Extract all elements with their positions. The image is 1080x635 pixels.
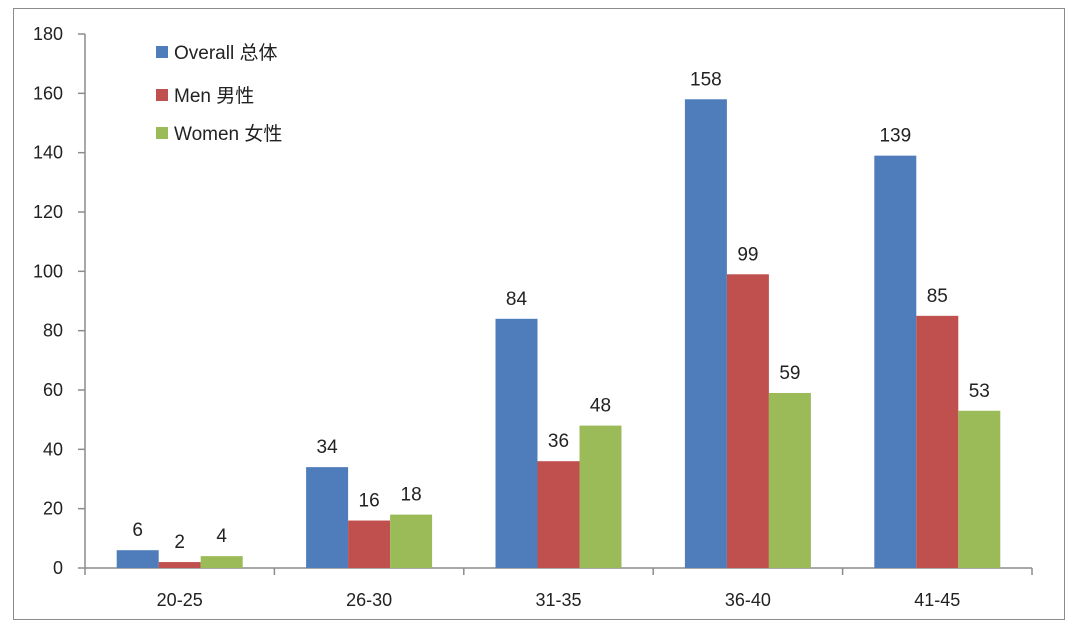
data-label: 36 xyxy=(548,431,569,452)
y-tick-label: 160 xyxy=(33,83,63,103)
bars xyxy=(116,99,1001,569)
data-label: 6 xyxy=(132,520,143,541)
data-label: 59 xyxy=(779,363,800,384)
bar-men xyxy=(537,461,580,568)
x-category-label: 36-40 xyxy=(725,590,771,610)
data-label: 2 xyxy=(174,532,185,553)
data-label: 99 xyxy=(737,244,758,265)
bar-women xyxy=(958,410,1001,568)
bar-men xyxy=(916,315,959,568)
bar-overall xyxy=(306,467,349,568)
legend-label: Overall 总体 xyxy=(174,42,277,64)
bar-women xyxy=(390,514,433,568)
y-tick-label: 100 xyxy=(33,261,63,281)
y-axis: 0 20 40 60 80 100 120 140 160 180 xyxy=(33,24,86,578)
data-label: 84 xyxy=(506,289,528,310)
y-tick-label: 20 xyxy=(43,499,63,519)
x-axis: 20-25 26-30 31-35 36-40 41-45 xyxy=(84,567,1033,610)
bar-men xyxy=(158,562,201,568)
y-tick-label: 60 xyxy=(43,380,63,400)
data-label: 53 xyxy=(969,381,990,402)
bar-women xyxy=(768,392,811,568)
legend: Overall 总体 Men 男性 Women 女性 xyxy=(156,42,282,145)
bar-overall xyxy=(874,155,917,568)
x-category-label: 31-35 xyxy=(535,590,581,610)
legend-label: Women 女性 xyxy=(174,123,282,145)
x-category-label: 41-45 xyxy=(914,590,960,610)
data-label: 85 xyxy=(927,286,948,307)
y-tick-label: 0 xyxy=(53,558,63,578)
bar-men xyxy=(726,274,769,568)
data-labels: 6 2 4 34 16 18 84 36 48 158 99 59 139 85 53 xyxy=(132,69,989,553)
bar-overall xyxy=(116,550,159,568)
y-tick-label: 40 xyxy=(43,439,63,459)
bar-overall xyxy=(684,99,727,569)
bar-women xyxy=(579,425,622,568)
data-label: 16 xyxy=(359,491,380,512)
data-label: 34 xyxy=(317,437,339,458)
y-tick-label: 80 xyxy=(43,321,63,341)
bar-women xyxy=(200,556,243,568)
legend-swatch xyxy=(156,127,168,139)
legend-swatch xyxy=(156,89,168,101)
bar-men xyxy=(348,520,391,568)
bar-overall xyxy=(495,318,538,568)
data-label: 158 xyxy=(690,69,722,90)
legend-swatch xyxy=(156,46,168,58)
data-label: 139 xyxy=(879,126,911,147)
legend-label: Men 男性 xyxy=(174,85,254,107)
data-label: 18 xyxy=(401,485,422,506)
y-tick-label: 120 xyxy=(33,202,63,222)
data-label: 48 xyxy=(590,396,611,417)
y-tick-label: 180 xyxy=(33,24,63,44)
x-category-label: 20-25 xyxy=(157,590,203,610)
x-category-label: 26-30 xyxy=(346,590,392,610)
y-tick-label: 140 xyxy=(33,143,63,163)
data-label: 4 xyxy=(216,526,227,547)
